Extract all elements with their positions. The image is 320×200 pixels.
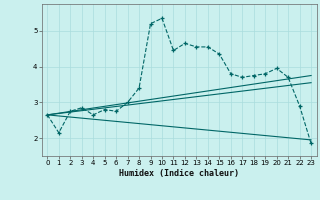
X-axis label: Humidex (Indice chaleur): Humidex (Indice chaleur) <box>119 169 239 178</box>
